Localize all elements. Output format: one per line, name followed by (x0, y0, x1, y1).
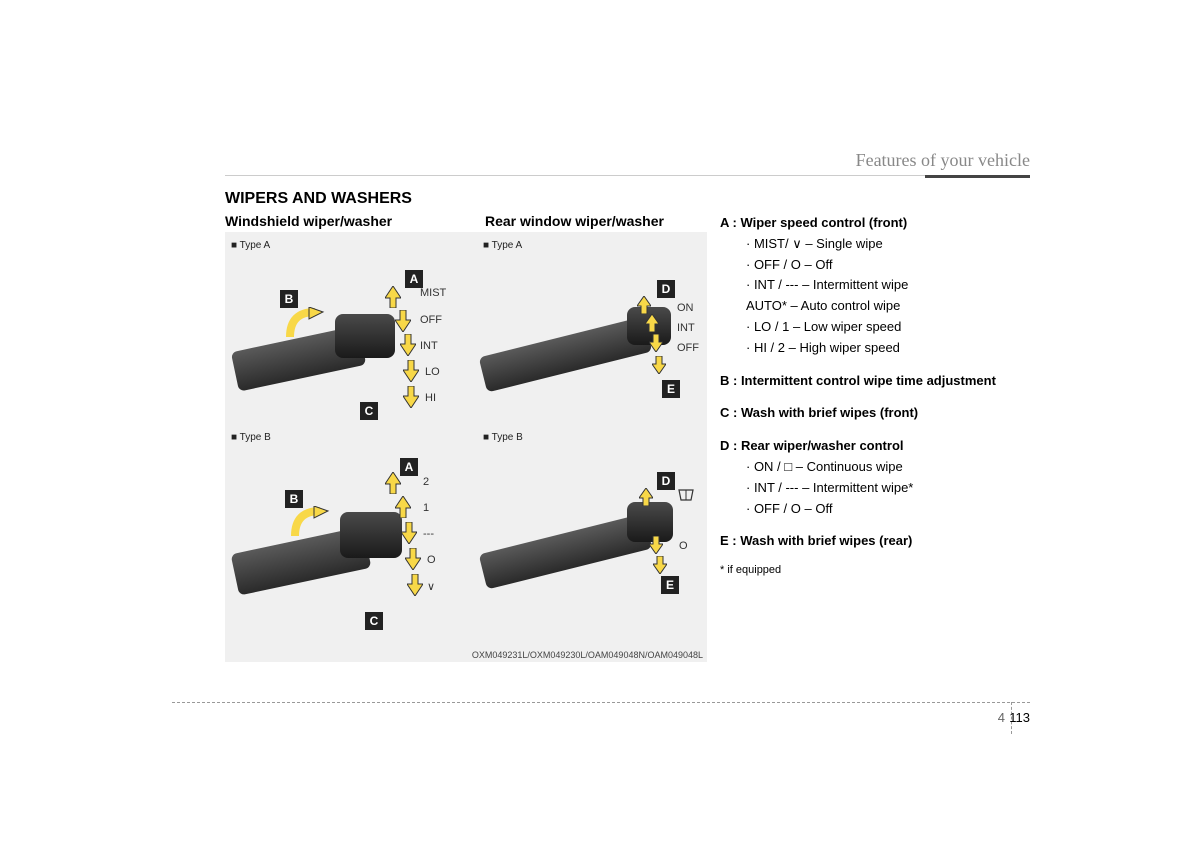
callout-c: C (360, 402, 378, 420)
type-b-label-rear: ■ Type B (483, 432, 523, 443)
pos-off: OFF (420, 314, 442, 326)
callout-a: A (405, 270, 423, 288)
legend-e-head: E : Wash with brief wipes (rear) (720, 531, 1030, 552)
legend-a-item: · HI / 2 – High wiper speed (720, 338, 1030, 359)
arrow-down-icon (403, 360, 419, 382)
footnote: * if equipped (720, 562, 1030, 580)
arrow-down-icon (405, 548, 421, 570)
legend-a-item: · MIST/ ∨ – Single wipe (720, 234, 1030, 255)
arrow-down-icon (403, 386, 419, 408)
callout-d-b: D (657, 472, 675, 490)
pos-mist: MIST (420, 287, 446, 299)
chapter-header: Features of your vehicle (856, 150, 1030, 171)
arrow-down-icon (407, 574, 423, 596)
window-icon (677, 488, 695, 502)
arrow-down-icon (649, 536, 663, 554)
pos-int-rear: INT (677, 322, 695, 334)
diagram-container: ■ Type A A B C MIST OFF INT LO HI ■ Type… (225, 232, 707, 662)
curved-arrow-icon (285, 307, 325, 347)
pos-on: ON (677, 302, 694, 314)
pos-o-rear: O (679, 540, 688, 552)
legend-d-item: · ON / □ – Continuous wipe (720, 457, 1030, 478)
section-title: WIPERS AND WASHERS (225, 190, 412, 208)
front-type-b-diagram: A B C 2 1 --- O ∨ (225, 444, 465, 644)
pos-o: O (427, 554, 436, 566)
arrow-up-icon (637, 296, 651, 314)
front-type-a-diagram: A B C MIST OFF INT LO HI (225, 252, 465, 442)
legend-a-head: A : Wiper speed control (front) (720, 213, 1030, 234)
pos-hi: HI (425, 392, 436, 404)
pos-dashes: --- (423, 528, 434, 540)
legend-a-item: · LO / 1 – Low wiper speed (720, 317, 1030, 338)
callout-b: B (280, 290, 298, 308)
legend-d-item: · OFF / O – Off (720, 499, 1030, 520)
legend-a-item: · OFF / O – Off (720, 255, 1030, 276)
arrow-down-icon (652, 356, 666, 374)
pos-off-rear: OFF (677, 342, 699, 354)
col1-title: Windshield wiper/washer (225, 213, 392, 229)
callout-e-b: E (661, 576, 679, 594)
type-b-label-front: ■ Type B (231, 432, 271, 443)
type-a-label-front: ■ Type A (231, 240, 270, 251)
legend-d-head: D : Rear wiper/washer control (720, 436, 1030, 457)
header-rule-black (925, 175, 1030, 178)
arrow-down-icon (400, 334, 416, 356)
arrow-up-icon (645, 314, 659, 332)
legend-a-item: AUTO* – Auto control wipe (720, 296, 1030, 317)
image-codes: OXM049231L/OXM049230L/OAM049048N/OAM0490… (472, 650, 703, 660)
arrow-up-icon (395, 496, 411, 518)
legend-column: A : Wiper speed control (front) · MIST/ … (720, 213, 1030, 580)
arrow-down-icon (395, 310, 411, 332)
callout-e: E (662, 380, 680, 398)
pos-2: 2 (423, 476, 429, 488)
rear-type-b-diagram: D E O (477, 444, 707, 644)
arrow-up-icon (385, 472, 401, 494)
callout-d: D (657, 280, 675, 298)
rear-type-a-diagram: D E ON INT OFF (477, 252, 707, 442)
pos-v: ∨ (427, 580, 435, 593)
pos-lo: LO (425, 366, 440, 378)
page-num: 113 (1009, 710, 1030, 725)
arrow-up-icon (639, 488, 653, 506)
callout-a-b: A (400, 458, 418, 476)
footer-rule (172, 702, 1030, 703)
type-a-label-rear: ■ Type A (483, 240, 522, 251)
arrow-down-icon (401, 522, 417, 544)
arrow-up-icon (385, 286, 401, 308)
arrow-down-icon (653, 556, 667, 574)
arrow-down-icon (649, 334, 663, 352)
legend-a-item: · INT / --- – Intermittent wipe (720, 275, 1030, 296)
col2-title: Rear window wiper/washer (485, 213, 664, 229)
legend-d-item: · INT / --- – Intermittent wipe* (720, 478, 1030, 499)
header-rule-gray (225, 175, 925, 176)
pos-1: 1 (423, 502, 429, 514)
chapter-num: 4 (998, 710, 1005, 725)
callout-c-b: C (365, 612, 383, 630)
pos-int: INT (420, 340, 438, 352)
legend-b-head: B : Intermittent control wipe time adjus… (720, 371, 1030, 392)
legend-c-head: C : Wash with brief wipes (front) (720, 403, 1030, 424)
curved-arrow-icon (290, 506, 330, 546)
